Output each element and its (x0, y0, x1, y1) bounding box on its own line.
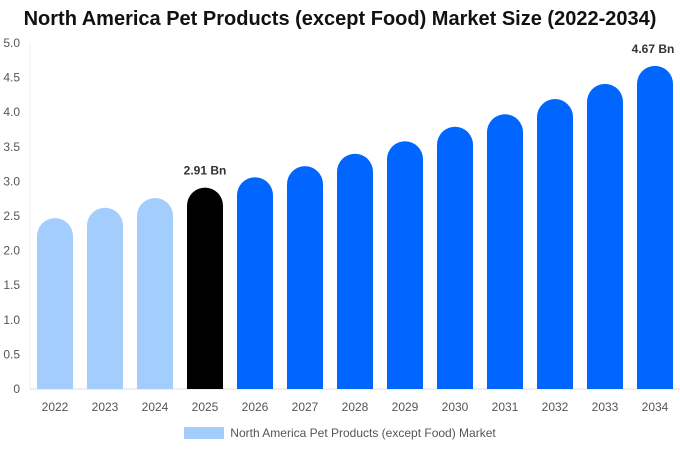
y-tick-label: 1.0 (3, 313, 20, 327)
y-tick-label: 2.5 (3, 209, 20, 223)
x-tick-label: 2029 (392, 400, 419, 414)
bar-2028 (337, 153, 373, 389)
legend-label: North America Pet Products (except Food)… (230, 426, 496, 440)
bar-2031 (487, 114, 523, 389)
bar-2023 (87, 207, 123, 389)
x-tick-label: 2027 (292, 400, 319, 414)
x-tick-label: 2022 (42, 400, 69, 414)
x-tick-label: 2023 (92, 400, 119, 414)
x-tick-label: 2034 (642, 400, 669, 414)
legend: North America Pet Products (except Food)… (0, 426, 680, 440)
bar-2025 (187, 187, 223, 389)
bar-2034 (637, 65, 673, 389)
x-tick-label: 2026 (242, 400, 269, 414)
x-tick-label: 2025 (192, 400, 219, 414)
x-tick-label: 2033 (592, 400, 619, 414)
x-tick-label: 2028 (342, 400, 369, 414)
y-tick-label: 0 (13, 382, 20, 396)
y-tick-label: 2.0 (3, 244, 20, 258)
x-tick-label: 2024 (142, 400, 169, 414)
bar-2024 (137, 198, 173, 389)
y-tick-label: 1.5 (3, 278, 20, 292)
data-label: 2.91 Bn (184, 164, 227, 178)
x-tick-label: 2030 (442, 400, 469, 414)
y-tick-label: 4.0 (3, 105, 20, 119)
bar-2027 (287, 166, 323, 389)
bar-2032 (537, 99, 573, 389)
bar-2033 (587, 83, 623, 389)
legend-swatch (184, 427, 225, 439)
bar-2022 (37, 218, 73, 389)
y-tick-label: 3.0 (3, 174, 20, 188)
bar-2029 (387, 141, 423, 389)
bar-2030 (437, 126, 473, 389)
y-tick-label: 4.5 (3, 71, 20, 85)
y-tick-label: 3.5 (3, 140, 20, 154)
data-label: 4.67 Bn (632, 42, 675, 56)
x-tick-label: 2032 (542, 400, 569, 414)
bar-2026 (237, 177, 273, 389)
chart-title: North America Pet Products (except Food)… (23, 8, 657, 30)
y-tick-label: 0.5 (3, 347, 20, 361)
y-tick-label: 5.0 (3, 36, 20, 50)
x-tick-label: 2031 (492, 400, 519, 414)
